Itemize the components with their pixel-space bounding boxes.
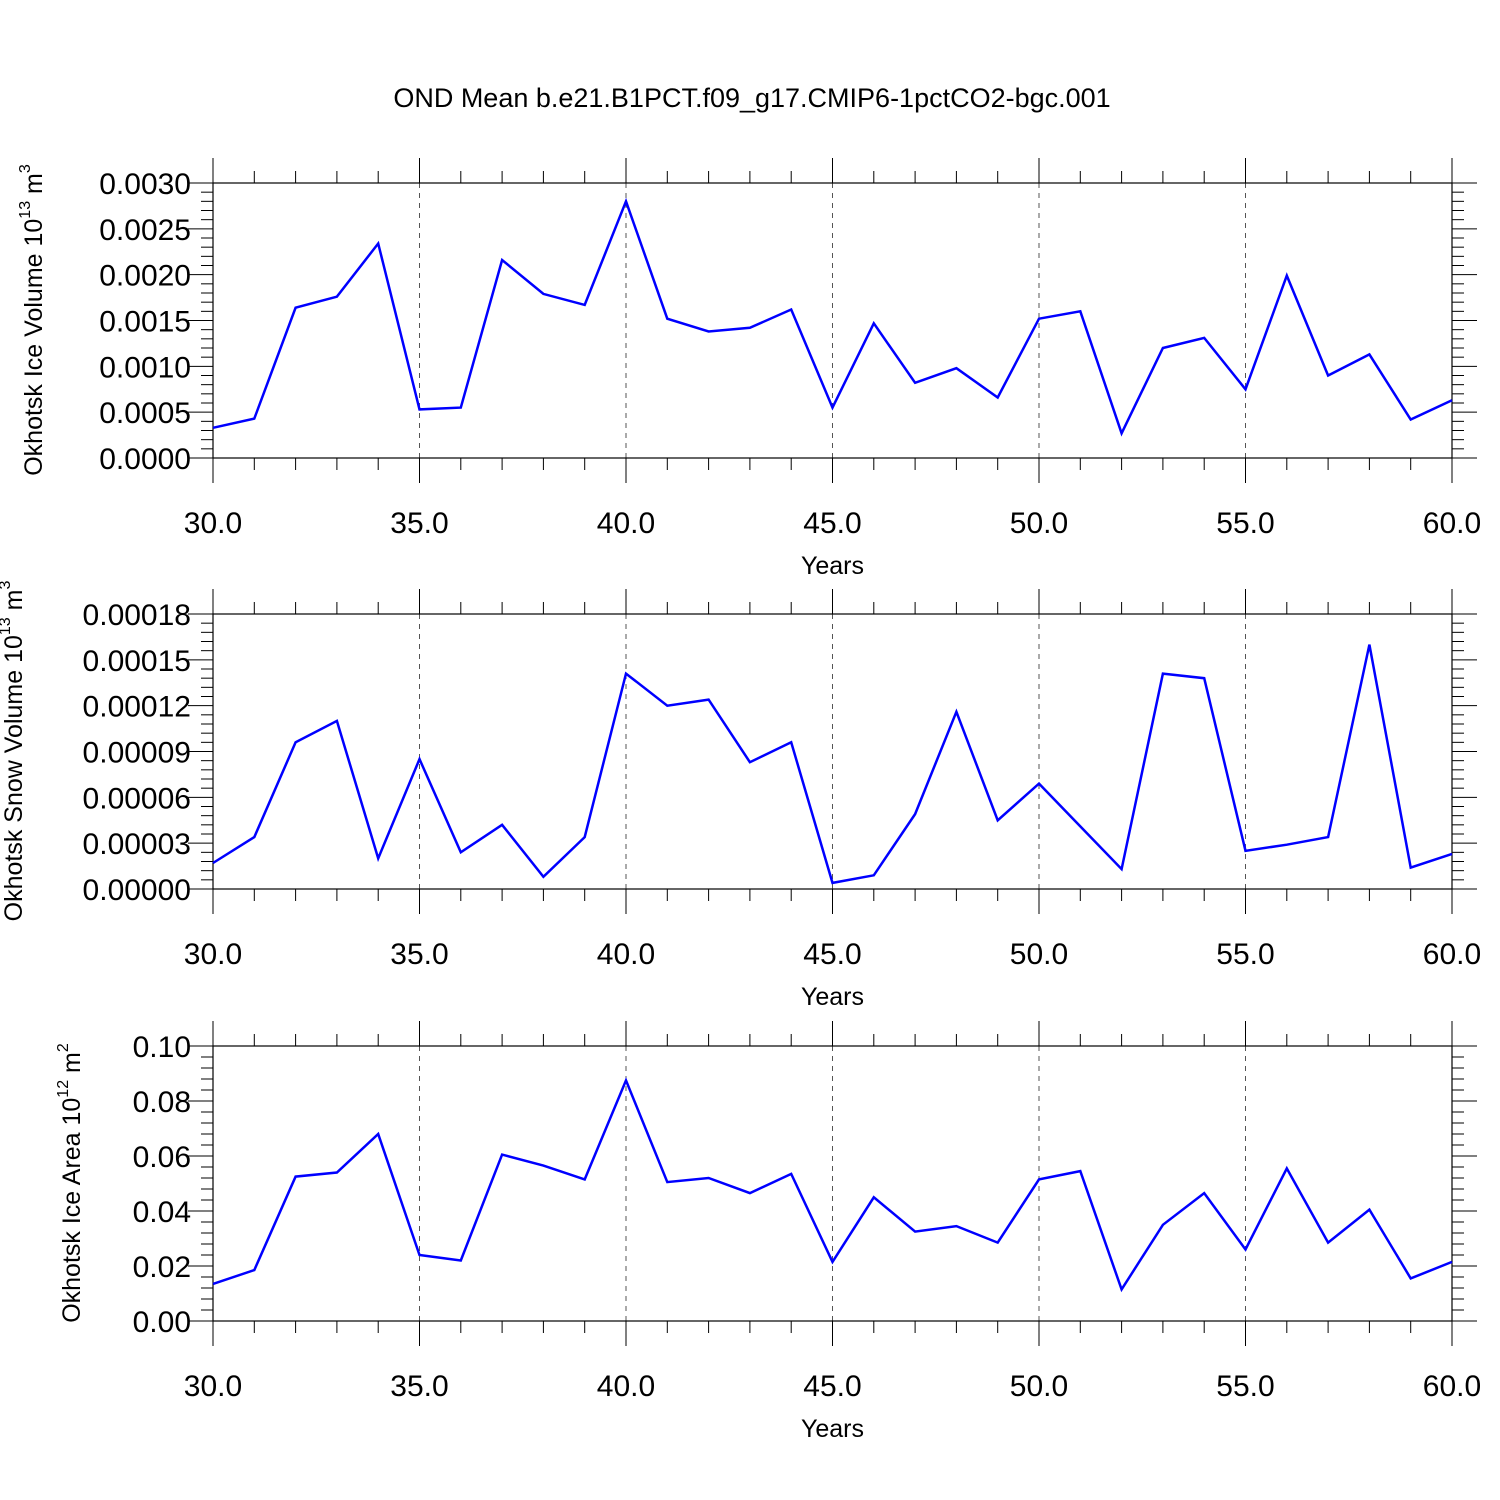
y-tick-label: 0.00015	[83, 645, 191, 678]
y-tick-label: 0.00	[133, 1306, 191, 1339]
x-tick-label: 55.0	[1216, 938, 1274, 971]
panels-group: 30.0 35.0 40.0 45.0 50.0 55.0 60.0 0.0000 0.0005…	[0, 158, 1481, 1443]
x-tick-label: 60.0	[1423, 1370, 1481, 1403]
x-axis-title: Years	[801, 983, 864, 1011]
x-tick-label: 50.0	[1010, 1370, 1068, 1403]
y-tick-label: 0.10	[133, 1031, 191, 1064]
chart-title: OND Mean b.e21.B1PCT.f09_g17.CMIP6-1pctC…	[393, 83, 1110, 113]
x-tick-label: 30.0	[184, 1370, 242, 1403]
y-tick-label: 0.0015	[99, 306, 191, 339]
x-tick-label: 50.0	[1010, 938, 1068, 971]
y-axis-title-part: 13	[0, 617, 14, 635]
chart-panel-2: 30.0 35.0 40.0 45.0 50.0 55.0 60.0 0.00000 0.000…	[0, 581, 1481, 1011]
y-tick-label: 0.08	[133, 1086, 191, 1119]
x-tick-label: 35.0	[390, 938, 448, 971]
y-axis-title-part: Okhotsk Ice Volume 10	[20, 219, 48, 476]
y-axis-title-part: 13	[17, 201, 34, 219]
y-axis-title-part: 3	[0, 581, 14, 590]
x-tick-label: 55.0	[1216, 1370, 1274, 1403]
y-tick-label: 0.06	[133, 1141, 191, 1174]
x-tick-label: 35.0	[390, 507, 448, 540]
y-tick-label: 0.00006	[83, 782, 191, 815]
x-tick-label: 40.0	[597, 507, 655, 540]
x-tick-label: 60.0	[1423, 507, 1481, 540]
y-axis-title-part: m	[20, 173, 48, 201]
y-tick-label: 0.02	[133, 1251, 191, 1284]
y-tick-label: 0.0025	[99, 214, 191, 247]
y-tick-label: 0.00018	[83, 599, 191, 632]
chart-panel-3: 30.0 35.0 40.0 45.0 50.0 55.0 60.0 0.00 0.02 0.04…	[55, 1021, 1481, 1443]
y-tick-label: 0.0000	[99, 443, 191, 476]
y-axis-title-part: 3	[17, 164, 34, 173]
y-axis-title-part: Okhotsk Ice Area 10	[58, 1098, 86, 1323]
y-tick-label: 0.0005	[99, 397, 191, 430]
y-axis-title: Okhotsk Ice Volume 1013 m3	[17, 164, 48, 476]
x-tick-label: 30.0	[184, 938, 242, 971]
series-line	[212, 1077, 1453, 1293]
chart-panel-1: 30.0 35.0 40.0 45.0 50.0 55.0 60.0 0.0000 0.0005…	[17, 158, 1481, 580]
x-tick-label: 40.0	[597, 938, 655, 971]
x-tick-label: 50.0	[1010, 507, 1068, 540]
y-axis-title: Okhotsk Ice Area 1012 m2	[55, 1043, 86, 1323]
x-tick-label: 45.0	[803, 1370, 861, 1403]
y-tick-label: 0.00000	[83, 874, 191, 907]
x-tick-label: 55.0	[1216, 507, 1274, 540]
y-axis-title-part: m	[58, 1052, 86, 1080]
y-tick-label: 0.00012	[83, 691, 191, 724]
y-tick-label: 0.0010	[99, 351, 191, 384]
x-axis-title: Years	[801, 552, 864, 580]
y-axis-title-part: m	[0, 590, 28, 618]
x-tick-label: 45.0	[803, 507, 861, 540]
x-tick-label: 35.0	[390, 1370, 448, 1403]
y-axis-title: Okhotsk Snow Volume 1013 m3	[0, 581, 28, 922]
y-tick-label: 0.0030	[99, 168, 191, 201]
x-tick-label: 45.0	[803, 938, 861, 971]
y-axis-title-part: 2	[55, 1043, 72, 1052]
y-tick-label: 0.04	[133, 1196, 191, 1229]
series-line	[212, 644, 1453, 885]
x-tick-label: 30.0	[184, 507, 242, 540]
y-tick-label: 0.00003	[83, 828, 191, 861]
y-tick-label: 0.00009	[83, 737, 191, 770]
x-tick-label: 60.0	[1423, 938, 1481, 971]
series-line	[212, 197, 1453, 437]
y-axis-title-part: Okhotsk Snow Volume 10	[0, 635, 28, 921]
x-axis-title: Years	[801, 1415, 864, 1443]
x-tick-label: 40.0	[597, 1370, 655, 1403]
y-axis-title-part: 12	[55, 1080, 72, 1098]
y-tick-label: 0.0020	[99, 260, 191, 293]
